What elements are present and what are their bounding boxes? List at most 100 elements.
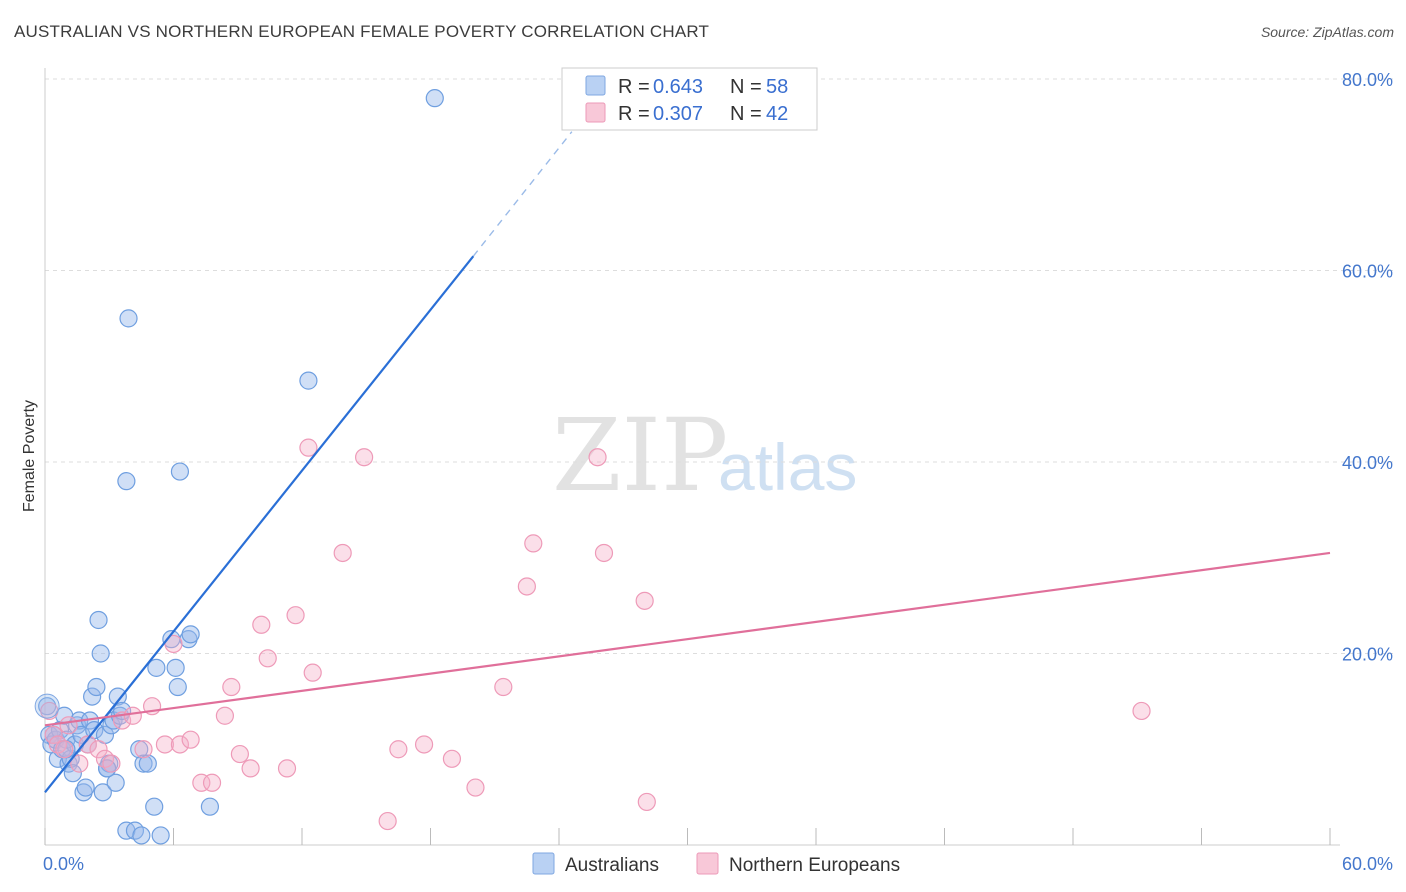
point-northern-europeans-11 (123, 706, 142, 725)
point-australians-24 (91, 644, 110, 663)
point-northern-europeans-23 (241, 759, 260, 778)
point-northern-europeans-30 (333, 543, 352, 563)
point-northern-europeans-1 (44, 725, 63, 744)
point-australians-22 (87, 677, 106, 697)
series-legend: Australians Northern Europeans (532, 852, 900, 876)
point-australians-53 (299, 371, 318, 390)
legend-swatch-australians (585, 75, 606, 96)
legend-r-label-2: R = (618, 103, 650, 125)
legend-swatch-northern-europeans (585, 102, 606, 123)
legend-n-value-1: 58 (766, 76, 788, 98)
point-northern-europeans-5 (70, 754, 89, 773)
point-northern-europeans-17 (181, 730, 200, 749)
point-northern-europeans-34 (414, 735, 434, 754)
trend-lines (44, 131, 1331, 794)
point-northern-europeans-42 (635, 591, 654, 610)
y-tick-label-20: 20.0% (1342, 645, 1393, 665)
bottom-legend-label-australians: Australians (565, 855, 659, 876)
point-northern-europeans-12 (134, 740, 153, 759)
point-northern-europeans-9 (102, 754, 121, 773)
point-australians-25 (93, 783, 112, 802)
y-axis-label: Female Poverty (21, 400, 38, 512)
gridlines (45, 78, 1395, 654)
point-australians-39 (134, 754, 153, 773)
point-australians-51 (119, 309, 138, 328)
point-northern-europeans-37 (494, 677, 513, 697)
x-tick-label-min: 0.0% (43, 854, 84, 874)
point-australians-11 (63, 764, 82, 783)
x-tick-label-max: 60.0% (1342, 854, 1393, 874)
point-northern-europeans-36 (466, 778, 485, 797)
point-australians-54 (425, 89, 444, 108)
point-northern-europeans-32 (378, 811, 397, 831)
point-australians-cluster (34, 693, 60, 719)
point-northern-europeans-35 (442, 749, 462, 768)
legend-r-value-2: 0.307 (653, 103, 703, 125)
point-northern-europeans-20 (215, 706, 234, 725)
bottom-legend-label-northern-europeans: Northern Europeans (729, 855, 900, 876)
data-points (34, 89, 1151, 845)
point-australians-20 (83, 687, 102, 706)
point-northern-europeans-33 (389, 740, 408, 759)
y-tick-label-80: 80.0% (1342, 70, 1393, 90)
bottom-legend-swatch-australians (532, 852, 555, 875)
point-northern-europeans-38 (524, 534, 543, 553)
point-northern-europeans-16 (170, 735, 190, 754)
point-australians-38 (130, 740, 149, 759)
axes (44, 68, 1340, 846)
watermark-atlas: atlas (718, 430, 857, 504)
trend-line-australians-extension (472, 131, 573, 257)
legend-r-value-1: 0.643 (653, 76, 703, 98)
point-northern-europeans-26 (277, 759, 297, 778)
point-australians-50 (117, 472, 136, 491)
legend-n-label-2: N = (730, 103, 762, 125)
point-northern-europeans-3 (55, 740, 74, 759)
legend-n-label-1: N = (730, 76, 762, 98)
point-northern-europeans-28 (303, 663, 322, 682)
point-northern-europeans-21 (222, 677, 241, 697)
point-australians-43 (151, 826, 170, 845)
point-northern-europeans-4 (59, 716, 78, 735)
point-australians-31 (106, 773, 125, 792)
chart-title: AUSTRALIAN VS NORTHERN EUROPEAN FEMALE P… (14, 22, 710, 41)
point-northern-europeans-7 (89, 740, 108, 759)
point-northern-europeans-22 (230, 744, 249, 764)
point-northern-europeans-44 (1132, 701, 1151, 721)
point-australians-23 (89, 610, 108, 630)
point-northern-europeans-14 (155, 735, 175, 754)
point-australians-32 (108, 687, 127, 706)
source-credit: Source: ZipAtlas.com (1260, 24, 1394, 40)
point-northern-europeans-25 (258, 649, 277, 668)
point-australians-45 (166, 658, 185, 677)
point-australians-42 (147, 658, 166, 677)
point-northern-europeans-41 (594, 543, 614, 563)
point-australians-48 (181, 625, 200, 644)
bottom-legend-swatch-northern-europeans (696, 852, 719, 875)
point-australians-41 (145, 797, 164, 816)
point-northern-europeans-15 (164, 634, 183, 654)
point-australians-49 (200, 797, 220, 816)
point-northern-europeans-40 (588, 448, 607, 467)
point-australians-52 (170, 462, 190, 481)
x-ticks (44, 828, 1331, 845)
point-northern-europeans-24 (252, 615, 271, 634)
point-australians-17 (76, 778, 95, 797)
y-tick-label-60: 60.0% (1342, 262, 1393, 282)
legend-r-label-1: R = (618, 76, 650, 98)
point-northern-europeans-18 (192, 773, 211, 792)
point-northern-europeans-43 (637, 792, 656, 812)
point-australians-37 (132, 826, 151, 845)
point-northern-europeans-27 (286, 606, 305, 625)
correlation-legend: R = 0.643 N = 58 R = 0.307 N = 42 (561, 67, 818, 131)
point-australians-46 (168, 677, 187, 697)
legend-n-value-2: 42 (766, 103, 788, 125)
point-northern-europeans-19 (202, 773, 222, 792)
trend-line-australians (44, 255, 475, 794)
y-tick-label-40: 40.0% (1342, 453, 1393, 473)
point-australians-40 (138, 754, 157, 773)
y-tick-labels: 20.0% 40.0% 60.0% 80.0% (1342, 70, 1393, 665)
trend-line-northern-europeans (44, 551, 1331, 727)
point-northern-europeans-39 (517, 577, 536, 596)
point-northern-europeans-31 (355, 448, 374, 467)
